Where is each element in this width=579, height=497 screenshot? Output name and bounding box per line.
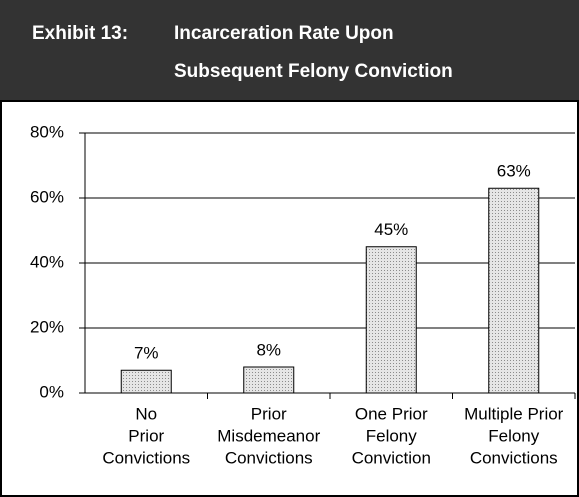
exhibit-label: Exhibit 13: <box>32 23 128 44</box>
x-tick-label: Convictions <box>225 448 313 467</box>
x-tick-label: Felony <box>488 426 540 445</box>
x-tick-label: No <box>135 404 157 423</box>
y-tick-label: 40% <box>30 252 64 271</box>
x-tick-label: Prior <box>251 404 287 423</box>
x-tick-label: Convictions <box>102 448 190 467</box>
x-tick-label: One Prior <box>355 404 428 423</box>
value-label: 45% <box>374 220 408 239</box>
value-label: 7% <box>134 344 159 363</box>
chart-title: Subsequent Felony Conviction <box>174 61 453 82</box>
x-tick-label: Conviction <box>352 448 431 467</box>
y-tick-label: 60% <box>30 187 64 206</box>
chart-frame <box>0 100 579 497</box>
x-tick-label: Felony <box>366 426 418 445</box>
chart-title: Incarceration Rate Upon <box>174 23 394 44</box>
x-tick-label: Convictions <box>470 448 558 467</box>
y-tick-label: 20% <box>30 317 64 336</box>
y-tick-label: 80% <box>30 122 64 141</box>
bar <box>243 366 295 394</box>
bar <box>488 187 540 394</box>
value-label: 63% <box>497 162 531 181</box>
x-tick-label: Prior <box>128 426 164 445</box>
x-tick-label: Misdemeanor <box>217 426 320 445</box>
bar <box>365 246 417 394</box>
y-tick-label: 0% <box>39 382 64 401</box>
value-label: 8% <box>256 340 281 359</box>
header-band <box>0 0 579 100</box>
bar <box>120 369 172 394</box>
x-tick-label: Multiple Prior <box>464 404 564 423</box>
